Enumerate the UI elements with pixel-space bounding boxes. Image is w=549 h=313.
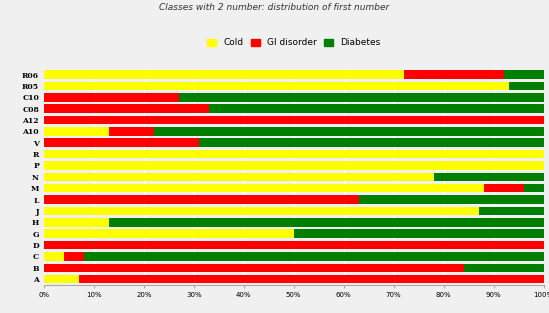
Bar	[404, 70, 503, 79]
Bar	[294, 229, 544, 238]
Bar	[79, 275, 544, 283]
Bar	[154, 127, 544, 136]
Bar	[44, 195, 358, 204]
Bar	[44, 229, 294, 238]
Bar	[524, 184, 544, 192]
Bar	[44, 93, 179, 101]
Bar	[179, 93, 544, 101]
Bar	[109, 127, 154, 136]
Legend: Cold, GI disorder, Diabetes: Cold, GI disorder, Diabetes	[205, 37, 382, 49]
Bar	[503, 70, 544, 79]
Bar	[109, 218, 544, 227]
Bar	[199, 138, 544, 147]
Bar	[44, 161, 544, 170]
Bar	[434, 172, 544, 181]
Bar	[44, 207, 479, 215]
Bar	[44, 127, 109, 136]
Bar	[44, 104, 209, 113]
Bar	[44, 116, 544, 124]
Bar	[508, 82, 544, 90]
Bar	[44, 252, 64, 261]
Bar	[479, 207, 544, 215]
Bar	[64, 252, 84, 261]
Bar	[209, 104, 544, 113]
Bar	[484, 184, 524, 192]
Bar	[463, 264, 544, 272]
Bar	[44, 275, 79, 283]
Text: Classes with 2 number: distribution of first number: Classes with 2 number: distribution of f…	[159, 3, 390, 12]
Bar	[358, 195, 544, 204]
Bar	[84, 252, 544, 261]
Bar	[44, 138, 199, 147]
Bar	[44, 218, 109, 227]
Bar	[44, 150, 544, 158]
Bar	[44, 82, 508, 90]
Bar	[44, 264, 463, 272]
Bar	[44, 241, 544, 249]
Bar	[44, 184, 484, 192]
Bar	[44, 172, 434, 181]
Bar	[44, 70, 404, 79]
